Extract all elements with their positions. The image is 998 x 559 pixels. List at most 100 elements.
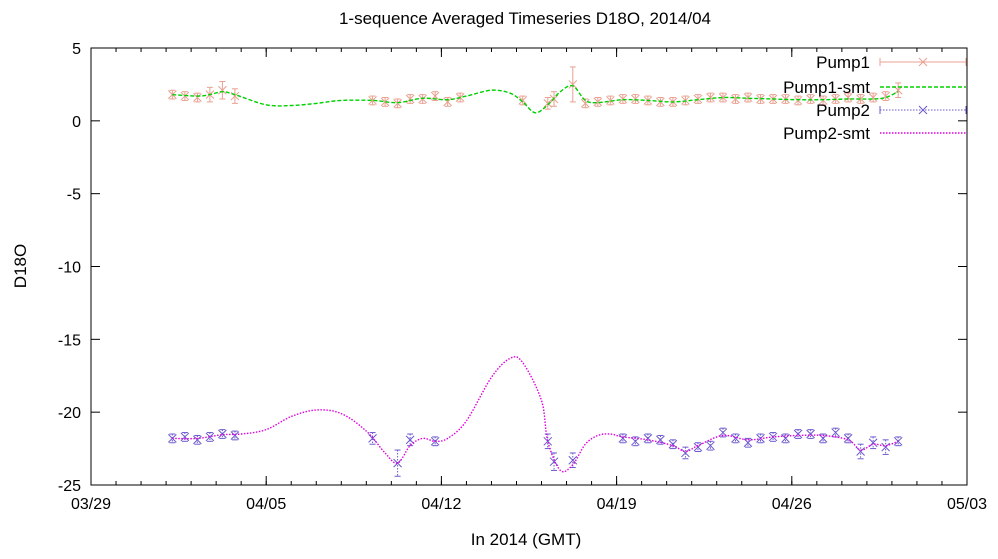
data-point <box>393 98 402 108</box>
data-point <box>718 93 728 102</box>
x-tick-label: 04/26 <box>772 496 812 513</box>
data-point <box>843 93 853 102</box>
data-point <box>405 94 415 104</box>
series-line <box>172 356 899 473</box>
data-point <box>806 94 815 104</box>
y-tick-label: -10 <box>58 260 81 277</box>
marker-stroke <box>593 97 603 107</box>
data-point <box>643 434 653 443</box>
marker-stroke <box>393 458 402 468</box>
legend-label: Pump1 <box>816 53 870 72</box>
x-tick-label: 04/19 <box>597 496 637 513</box>
marker-stroke <box>193 435 202 445</box>
marker-stroke <box>518 96 528 105</box>
data-point <box>543 436 553 446</box>
data-point <box>831 428 840 437</box>
marker-stroke <box>368 434 377 443</box>
marker-stroke <box>631 94 640 104</box>
y-tick-label: -5 <box>67 187 81 204</box>
series-pump2 <box>167 427 903 477</box>
marker-stroke <box>793 429 803 439</box>
data-point <box>618 94 628 104</box>
data-point <box>706 93 715 102</box>
series-layer <box>167 66 903 477</box>
legend-marker <box>918 57 928 67</box>
marker-stroke <box>681 448 690 458</box>
marker-stroke <box>793 96 803 105</box>
y-tick-label: -20 <box>58 405 81 422</box>
marker-stroke <box>868 93 878 102</box>
data-point <box>580 98 590 108</box>
data-point <box>856 94 865 104</box>
data-point <box>743 438 753 448</box>
data-point <box>731 434 740 443</box>
data-point <box>756 94 765 104</box>
data-point <box>568 455 578 465</box>
data-point <box>218 85 227 95</box>
chart-title: 1-sequence Averaged Timeseries D18O, 201… <box>339 9 711 28</box>
data-point <box>368 96 377 105</box>
marker-stroke <box>405 94 415 104</box>
marker-stroke <box>568 455 578 465</box>
marker-stroke <box>918 57 928 67</box>
series-pump2-smt <box>172 356 899 473</box>
marker-stroke <box>706 441 715 451</box>
marker-stroke <box>856 94 865 104</box>
marker-stroke <box>605 96 615 105</box>
marker-stroke <box>443 97 453 107</box>
x-tick-label: 03/29 <box>71 496 111 513</box>
x-tick-label: 05/03 <box>947 496 987 513</box>
data-point <box>180 432 190 442</box>
marker-stroke <box>881 442 891 452</box>
marker-stroke <box>806 94 815 104</box>
data-point <box>881 442 891 452</box>
x-tick-label: 04/05 <box>246 496 286 513</box>
data-point <box>605 96 615 105</box>
y-tick-label: -15 <box>58 332 81 349</box>
marker-stroke <box>543 98 553 108</box>
data-point <box>368 434 377 443</box>
data-point <box>230 431 240 440</box>
marker-stroke <box>430 436 440 446</box>
marker-stroke <box>918 105 928 115</box>
data-point <box>731 94 740 104</box>
marker-stroke <box>743 93 753 102</box>
data-point <box>868 438 878 448</box>
marker-stroke <box>205 432 215 442</box>
data-point <box>568 80 578 89</box>
marker-stroke <box>818 96 828 105</box>
marker-stroke <box>405 435 415 445</box>
marker-stroke <box>218 85 227 95</box>
data-point <box>668 439 678 449</box>
marker-stroke <box>806 429 815 439</box>
marker-stroke <box>643 434 653 443</box>
marker-stroke <box>430 91 440 101</box>
legend-marker <box>918 105 928 115</box>
marker-stroke <box>368 96 377 105</box>
marker-stroke <box>549 457 559 467</box>
data-point <box>868 93 878 102</box>
y-tick-label: 0 <box>72 114 81 131</box>
data-point <box>430 436 440 446</box>
marker-stroke <box>706 93 715 102</box>
marker-stroke <box>831 428 840 437</box>
y-tick-label: -25 <box>58 478 81 495</box>
marker-stroke <box>843 434 853 443</box>
legend-label: Pump2-smt <box>783 124 870 143</box>
data-point <box>706 441 715 451</box>
data-point <box>806 429 815 439</box>
x-axis-label: In 2014 (GMT) <box>471 530 582 549</box>
data-point <box>656 435 665 445</box>
marker-stroke <box>656 435 665 445</box>
marker-stroke <box>543 436 553 446</box>
data-point <box>218 429 227 439</box>
data-point <box>549 457 559 467</box>
marker-stroke <box>718 93 728 102</box>
data-point <box>793 429 803 439</box>
marker-stroke <box>856 447 865 456</box>
data-point <box>193 435 202 445</box>
marker-stroke <box>618 434 628 443</box>
data-point <box>443 97 453 107</box>
marker-stroke <box>818 434 828 443</box>
